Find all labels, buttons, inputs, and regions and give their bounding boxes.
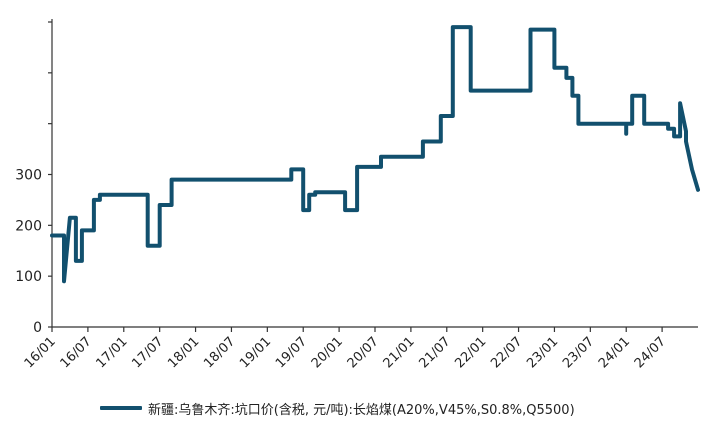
- x-tick-label: 20/01: [309, 334, 346, 371]
- y-tick-label: 300: [15, 168, 42, 184]
- series-layer: [50, 25, 700, 284]
- series-line-0: [50, 25, 700, 284]
- x-tick-label: 21/07: [417, 334, 454, 371]
- x-tick-label: 18/01: [165, 334, 202, 371]
- x-axis: 16/0116/0717/0117/0718/0118/0719/0119/07…: [22, 326, 698, 371]
- x-tick-label: 19/01: [237, 334, 274, 371]
- legend-label: 新疆:乌鲁木齐:坑口价(含税, 元/吨):长焰煤(A20%,V45%,S0.8%…: [148, 402, 575, 418]
- x-tick-label: 24/07: [632, 334, 669, 371]
- x-tick-label: 23/01: [524, 334, 561, 371]
- x-tick-label: 19/07: [273, 334, 310, 371]
- y-ticks: 0 100 200 300: [15, 21, 52, 336]
- legend-swatch: [100, 406, 142, 410]
- x-tick-label: 16/01: [22, 334, 59, 371]
- x-tick-label: 22/01: [452, 334, 489, 371]
- y-tick-label: 0: [33, 320, 42, 336]
- y-tick-label: 100: [15, 269, 42, 285]
- x-tick-label: 17/07: [129, 334, 166, 371]
- y-axis: 0 100 200 300: [15, 19, 53, 336]
- x-tick-label: 23/07: [560, 334, 597, 371]
- x-tick-label: 18/07: [201, 334, 238, 371]
- x-tick-label: 21/01: [381, 334, 418, 371]
- x-tick-label: 24/01: [596, 334, 633, 371]
- x-tick-label: 17/01: [94, 334, 131, 371]
- x-ticks: 16/0116/0717/0117/0718/0118/0719/0119/07…: [22, 327, 669, 371]
- x-tick-label: 16/07: [58, 334, 95, 371]
- x-tick-label: 20/07: [345, 334, 382, 371]
- legend: 新疆:乌鲁木齐:坑口价(含税, 元/吨):长焰煤(A20%,V45%,S0.8%…: [100, 398, 575, 418]
- x-tick-label: 22/07: [488, 334, 525, 371]
- y-tick-label: 200: [15, 218, 42, 234]
